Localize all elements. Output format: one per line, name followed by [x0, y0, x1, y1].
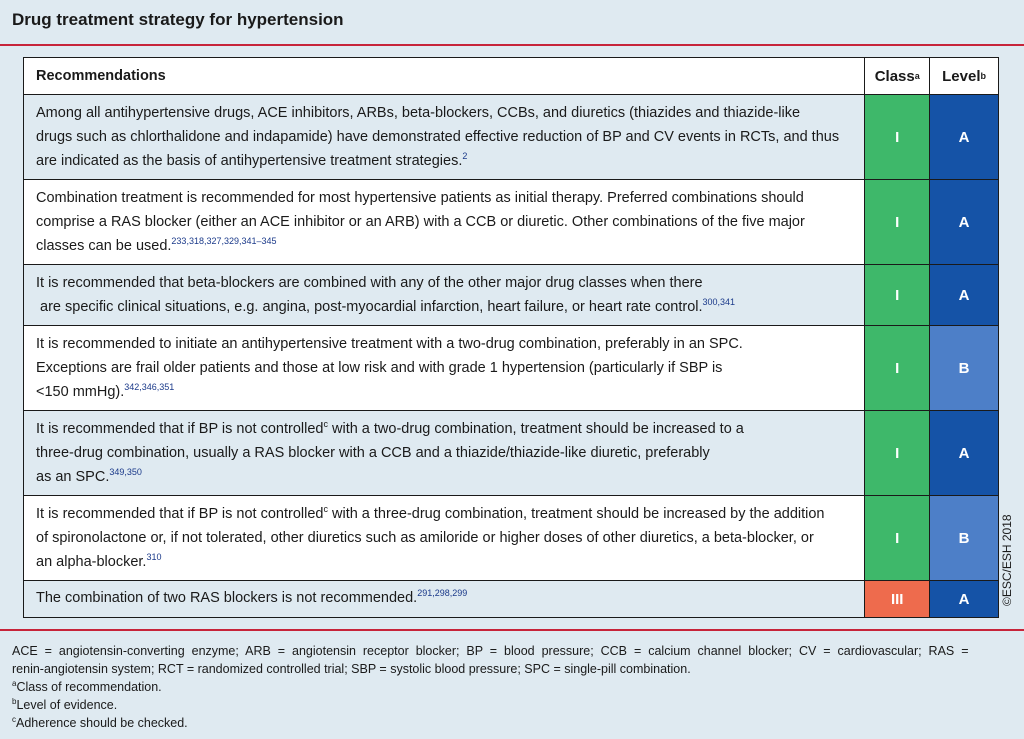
rec-line: Exceptions are frail older patients and … — [36, 360, 723, 376]
rec-line: three-drug combination, usually a RAS bl… — [36, 445, 710, 461]
rec-line-text: an alpha-blocker. — [36, 554, 147, 570]
class-badge: I — [864, 326, 930, 410]
title-rule — [0, 44, 1024, 46]
rec-line: Among all antihypertensive drugs, ACE in… — [36, 105, 801, 121]
footnote-rule — [0, 629, 1024, 631]
rec-line: It is recommended that if BP is not cont… — [36, 502, 852, 526]
recommendation-text: The combination of two RAS blockers is n… — [24, 581, 865, 617]
reference-sup: 2 — [462, 151, 468, 162]
rec-line-text: The combination of two RAS blockers is n… — [36, 590, 418, 606]
footnote: aClass of recommendation. — [12, 678, 1012, 696]
reference-sup: 342,346,351 — [124, 382, 175, 393]
footnote-mark: c — [12, 714, 16, 724]
rec-line: <150 mmHg).342,346,351 — [36, 380, 852, 404]
rec-line-text: It is recommended that if BP is not cont… — [36, 506, 324, 522]
rec-line: It is recommended that if BP is not cont… — [36, 417, 852, 441]
level-badge: B — [929, 496, 998, 580]
level-badge: A — [929, 180, 998, 264]
table-row: The combination of two RAS blockers is n… — [24, 580, 998, 617]
class-badge: I — [864, 265, 930, 325]
footnote: cAdherence should be checked. — [12, 714, 1012, 732]
rec-line: comprise a RAS blocker (either an ACE in… — [36, 214, 805, 230]
rec-line-text: <150 mmHg). — [36, 384, 125, 400]
rec-line: The combination of two RAS blockers is n… — [36, 586, 852, 610]
rec-line-text: are specific clinical situations, e.g. a… — [36, 299, 703, 315]
rec-line-text: classes can be used. — [36, 238, 172, 254]
footnote-sup: c — [323, 419, 328, 430]
level-badge: A — [929, 581, 998, 617]
rec-line-text: with a three-drug combination, treatment… — [327, 506, 825, 522]
table-row: It is recommended to initiate an antihyp… — [24, 325, 998, 410]
reference-sup: 233,318,327,329,341–345 — [171, 236, 277, 247]
header-class-label: Class — [874, 67, 915, 85]
table-row: It is recommended that if BP is not cont… — [24, 495, 998, 580]
rec-line: drugs such as chlorthalidone and indapam… — [36, 129, 840, 145]
footnote-mark: b — [12, 696, 17, 706]
abbreviations-line: ACE = angiotensin-converting enzyme; ARB… — [12, 644, 969, 658]
header-class: Class a — [864, 58, 930, 94]
recommendations-table: Recommendations Class a Level b Among all … — [23, 57, 999, 618]
footnote-text: Level of evidence. — [16, 698, 118, 712]
rec-line: of spironolactone or, if not tolerated, … — [36, 530, 814, 546]
rec-line: It is recommended to initiate an antihyp… — [36, 336, 743, 352]
rec-line-text: with a two-drug combination, treatment s… — [327, 421, 744, 437]
level-badge: A — [929, 95, 998, 179]
table-row: It is recommended that beta-blockers are… — [24, 264, 998, 325]
reference-sup: 300,341 — [702, 297, 736, 308]
recommendation-text: It is recommended that if BP is not cont… — [24, 496, 865, 580]
rec-line: are specific clinical situations, e.g. a… — [36, 295, 852, 319]
class-badge: I — [864, 180, 930, 264]
class-badge: III — [864, 581, 930, 617]
copyright-notice: ©ESC/ESH 2018 — [1000, 514, 1014, 606]
rec-line: are indicated as the basis of antihypert… — [36, 149, 852, 173]
rec-line: It is recommended that beta-blockers are… — [36, 275, 703, 291]
footnote-mark: a — [12, 678, 17, 688]
table-row: Combination treatment is recommended for… — [24, 179, 998, 264]
footnote-text: Class of recommendation. — [16, 680, 162, 694]
class-badge: I — [864, 95, 930, 179]
rec-line: an alpha-blocker.310 — [36, 550, 852, 574]
footnote-sup: c — [323, 504, 328, 515]
reference-sup: 349,350 — [109, 467, 142, 478]
rec-line-text: are indicated as the basis of antihypert… — [36, 153, 463, 169]
rec-line-text: It is recommended that if BP is not cont… — [36, 421, 324, 437]
level-badge: A — [929, 411, 998, 495]
reference-sup: 310 — [146, 552, 162, 563]
footnotes: ACE = angiotensin-converting enzyme; ARB… — [12, 642, 1012, 732]
class-badge: I — [864, 411, 930, 495]
abbreviations-line: renin-angiotensin system; RCT = randomiz… — [12, 662, 691, 676]
level-badge: A — [929, 265, 998, 325]
rec-line: Combination treatment is recommended for… — [36, 190, 804, 206]
table-row: Among all antihypertensive drugs, ACE in… — [24, 94, 998, 179]
class-badge: I — [864, 496, 930, 580]
recommendation-text: It is recommended that if BP is not cont… — [24, 411, 865, 495]
rec-line-text: as an SPC. — [36, 469, 110, 485]
reference-sup: 291,298,299 — [417, 588, 468, 599]
table-header-row: Recommendations Class a Level b — [24, 58, 998, 94]
header-recommendations: Recommendations — [36, 68, 166, 84]
rec-line: classes can be used.233,318,327,329,341–… — [36, 234, 852, 258]
footnote-text: Adherence should be checked. — [16, 716, 188, 730]
header-level-label: Level — [942, 67, 981, 85]
recommendation-text: It is recommended to initiate an antihyp… — [24, 326, 865, 410]
footnote: bLevel of evidence. — [12, 696, 1012, 714]
table-row: It is recommended that if BP is not cont… — [24, 410, 998, 495]
recommendation-text: Among all antihypertensive drugs, ACE in… — [24, 95, 865, 179]
rec-line: as an SPC.349,350 — [36, 465, 852, 489]
level-badge: B — [929, 326, 998, 410]
page-title: Drug treatment strategy for hypertension — [12, 10, 344, 29]
recommendation-text: It is recommended that beta-blockers are… — [24, 265, 865, 325]
recommendation-text: Combination treatment is recommended for… — [24, 180, 865, 264]
header-level: Level b — [929, 58, 998, 94]
